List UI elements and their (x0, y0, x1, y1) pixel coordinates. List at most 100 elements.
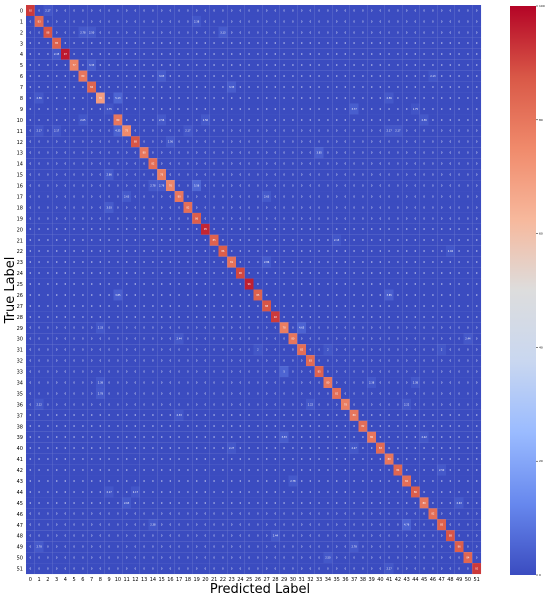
heatmap-cell (384, 48, 394, 60)
cell-value-label: 2.22 (308, 403, 314, 406)
heatmap-cell (122, 15, 132, 27)
cell-value-label: 0 (196, 9, 198, 12)
cell-value-label: 0 (170, 20, 172, 23)
heatmap-cell (131, 5, 140, 16)
heatmap-cell (52, 81, 62, 93)
cell-value-label: 0 (117, 53, 119, 56)
heatmap-cell (314, 48, 324, 60)
cell-value-label: 80 (116, 119, 120, 122)
heatmap-cell (341, 15, 350, 27)
heatmap-cell (34, 37, 44, 49)
cell-value-label: 0 (47, 75, 49, 78)
heatmap-cell (271, 15, 280, 27)
cell-value-label: 0 (458, 53, 460, 56)
heatmap-cell (192, 59, 202, 71)
heatmap-cell (419, 48, 429, 60)
cell-value-label: 3.33 (89, 64, 95, 67)
cell-value-label: 0 (47, 42, 49, 45)
heatmap-cell (437, 37, 447, 49)
cell-value-label: 0 (56, 86, 58, 89)
cell-value-label: 2.44 (465, 338, 471, 341)
cell-value-label: 2.78 (80, 31, 86, 34)
cell-value-label: 0 (476, 20, 478, 23)
heatmap-cell (122, 26, 132, 38)
cell-value-label: 0 (100, 9, 102, 12)
heatmap-cell (463, 70, 473, 82)
heatmap-cell (201, 37, 210, 49)
cell-value-label: 0 (248, 75, 250, 78)
cell-value-label: 0 (310, 53, 312, 56)
cell-value-label: 0 (187, 20, 189, 23)
heatmap-cell (297, 5, 307, 16)
cell-value-label: 0 (406, 64, 408, 67)
cell-value-label: 0 (362, 20, 364, 23)
heatmap-cell (306, 37, 315, 49)
heatmap-cell (139, 37, 149, 49)
cell-value-label: 0 (266, 9, 268, 12)
cell-value-label: 2.78 (98, 392, 104, 395)
cell-value-label: 0 (432, 31, 434, 34)
cell-value-label: 0 (117, 42, 119, 45)
cell-value-label: 83 (379, 447, 383, 450)
cell-value-label: 0 (415, 64, 417, 67)
cell-value-label: 0 (30, 75, 32, 78)
heatmap-cell (192, 5, 202, 16)
heatmap-cell (209, 26, 219, 38)
cell-value-label: 0 (380, 9, 382, 12)
cell-value-label: 0 (126, 9, 128, 12)
cell-value-label: 0 (205, 64, 207, 67)
heatmap-cell (104, 48, 114, 60)
cell-value-label: 0 (467, 42, 469, 45)
cell-value-label: 0 (161, 42, 163, 45)
heatmap-cell (402, 70, 412, 82)
cell-value-label: 0 (318, 53, 320, 56)
cell-value-label: 0 (275, 31, 277, 34)
cell-value-label: 0 (187, 53, 189, 56)
heatmap-cell (192, 70, 202, 82)
heatmap-cell (349, 48, 359, 60)
heatmap-cell (463, 37, 473, 49)
heatmap-cell (131, 15, 140, 27)
cell-value-label: 0 (82, 20, 84, 23)
heatmap-cell (61, 15, 70, 27)
cell-value-label: 0 (310, 64, 312, 67)
heatmap-cell (131, 81, 140, 93)
cell-value-label: 0 (187, 64, 189, 67)
heatmap-cell (271, 70, 280, 82)
cell-value-label: 0 (91, 75, 93, 78)
cell-value-label: 0 (275, 53, 277, 56)
cell-value-label: 0 (170, 9, 172, 12)
heatmap-cell (69, 26, 79, 38)
heatmap-cell (358, 59, 368, 71)
cell-value-label: 0 (415, 75, 417, 78)
cell-value-label: 0 (362, 53, 364, 56)
heatmap-cell (192, 48, 202, 60)
cell-value-label: 0 (231, 31, 233, 34)
heatmap-cell (428, 48, 438, 60)
heatmap-cell (148, 48, 158, 60)
heatmap-cell (411, 37, 420, 49)
heatmap-cell (183, 5, 193, 16)
cell-value-label: 0 (257, 42, 259, 45)
cell-value-label: 0 (301, 20, 303, 23)
cell-value-label: 0 (476, 64, 478, 67)
cell-value-label: 0 (47, 20, 49, 23)
cell-value-label: 0 (56, 20, 58, 23)
cell-value-label: 0 (65, 64, 67, 67)
heatmap-cell (61, 70, 70, 82)
heatmap-cell (393, 37, 403, 49)
heatmap-cell (279, 15, 289, 27)
heatmap-cell (61, 48, 70, 60)
heatmap-cell (34, 81, 44, 93)
heatmap-cell (78, 70, 88, 82)
cell-value-label: 0 (38, 53, 40, 56)
heatmap-cell (174, 81, 184, 93)
cell-value-label: 0 (248, 42, 250, 45)
heatmap-cell (297, 70, 307, 82)
heatmap-cell (253, 59, 263, 71)
cell-value-label: 0 (467, 64, 469, 67)
heatmap-cell (463, 59, 473, 71)
heatmap-cell (367, 59, 377, 71)
cell-value-label: 2.78 (290, 480, 296, 483)
cell-value-label: 0 (371, 64, 373, 67)
